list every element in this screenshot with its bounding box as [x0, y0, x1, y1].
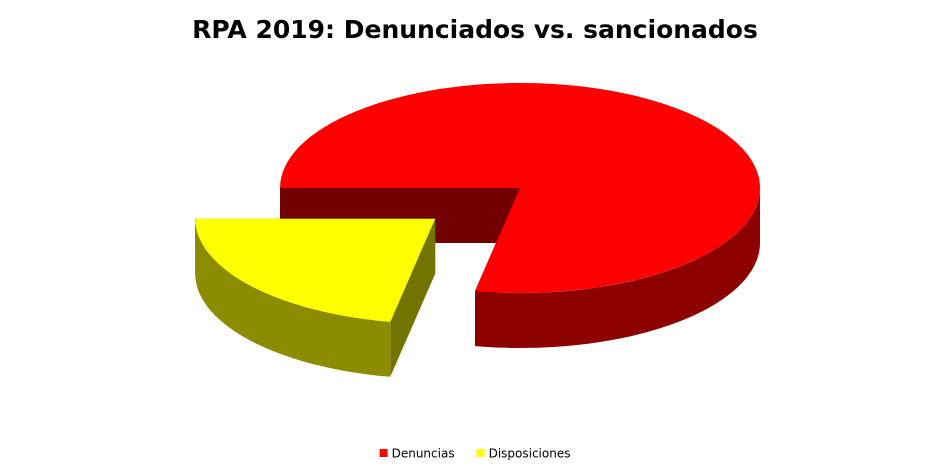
slice-top: [195, 218, 436, 322]
slice-wall: [475, 188, 760, 348]
legend-swatch: [379, 449, 388, 457]
legend-label: Denuncias: [392, 447, 455, 461]
legend-label: Disposiciones: [489, 447, 571, 461]
legend: Denuncias Disposiciones: [379, 447, 571, 461]
chart-title: RPA 2019: Denunciados vs. sancionados: [192, 15, 758, 44]
legend-swatch: [476, 449, 485, 457]
pie-slice: [195, 218, 436, 377]
slice-top: [279, 82, 761, 293]
slice-wall: [195, 218, 391, 377]
